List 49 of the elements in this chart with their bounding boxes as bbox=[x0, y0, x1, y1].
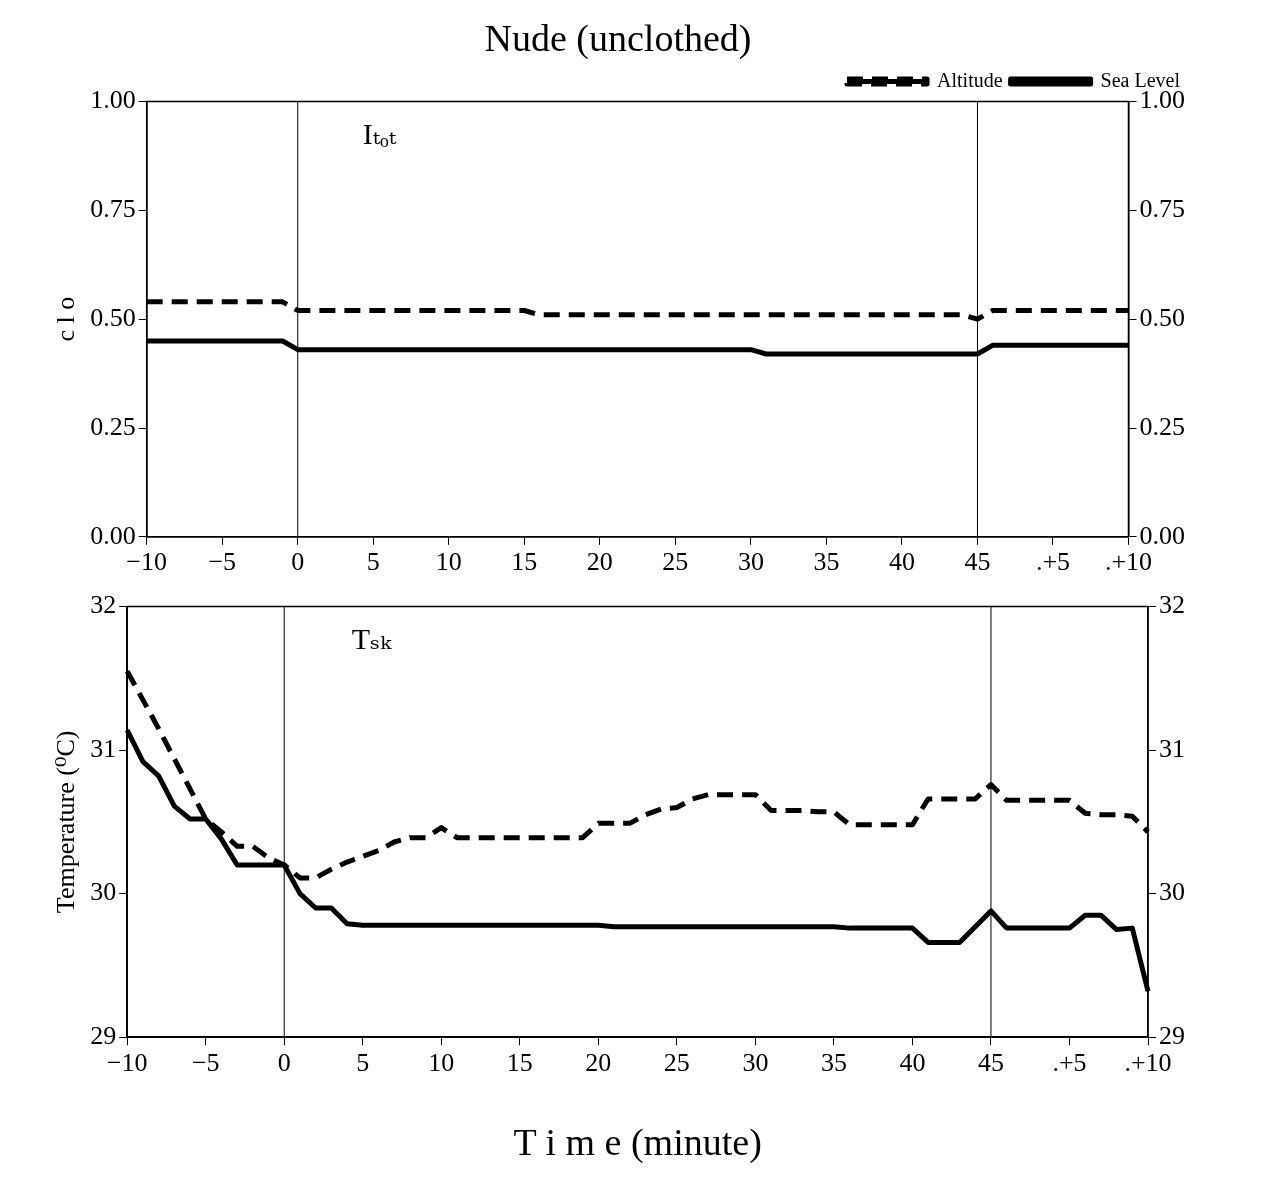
annotation: Iₜₒₜ bbox=[362, 117, 397, 151]
legend-label: Sea Level bbox=[1100, 68, 1181, 91]
x-tick-label: 25 bbox=[662, 547, 689, 577]
x-tick-label: 40 bbox=[899, 1047, 926, 1077]
x-axis-title: T i m e (minute) bbox=[513, 1121, 762, 1165]
x-tick-label: 45 bbox=[964, 547, 991, 577]
x-tick-label: 10 bbox=[428, 1047, 455, 1077]
x-tick-label: 0 bbox=[277, 1047, 291, 1077]
x-tick-label: −5 bbox=[191, 1047, 220, 1077]
y2-tick-label: 0.25 bbox=[1139, 411, 1185, 441]
y2-tick-label: 0.00 bbox=[1139, 520, 1185, 550]
annotation: Tₛₖ bbox=[351, 622, 393, 656]
y-tick-label: 31 bbox=[90, 733, 117, 763]
y-tick-label: 0.25 bbox=[90, 411, 136, 441]
legend-label: Altitude bbox=[937, 68, 1003, 91]
y-axis-title: Temperature (⁰C) bbox=[51, 730, 81, 914]
x-tick-label: 5 bbox=[356, 1047, 370, 1077]
x-tick-label: 30 bbox=[737, 547, 764, 577]
x-tick-label: −5 bbox=[208, 547, 237, 577]
y-tick-label: 0.00 bbox=[90, 520, 136, 550]
y-tick-label: 1.00 bbox=[90, 85, 136, 115]
x-tick-label: .+10 bbox=[1104, 547, 1153, 577]
x-tick-label: 5 bbox=[366, 547, 380, 577]
y2-tick-label: 30 bbox=[1159, 877, 1185, 907]
x-tick-label: 25 bbox=[663, 1047, 690, 1077]
x-tick-label: 20 bbox=[585, 1047, 612, 1077]
x-tick-label: 0 bbox=[291, 547, 305, 577]
x-tick-label: .+5 bbox=[1052, 1047, 1087, 1077]
y-axis-title: c l o bbox=[51, 296, 81, 342]
y-tick-label: 0.75 bbox=[90, 194, 136, 224]
x-tick-label: 15 bbox=[511, 547, 538, 577]
chart-title: Nude (unclothed) bbox=[484, 16, 752, 60]
x-tick-label: −10 bbox=[126, 547, 168, 577]
y-tick-label: 32 bbox=[90, 590, 117, 620]
y-tick-label: 0.50 bbox=[90, 303, 136, 333]
x-tick-label: 35 bbox=[813, 547, 840, 577]
x-tick-label: 40 bbox=[888, 547, 915, 577]
x-tick-label: 45 bbox=[977, 1047, 1004, 1077]
x-tick-label: 15 bbox=[506, 1047, 533, 1077]
y2-tick-label: 32 bbox=[1159, 590, 1185, 620]
y2-tick-label: 0.50 bbox=[1139, 303, 1185, 333]
x-tick-label: 10 bbox=[435, 547, 462, 577]
x-tick-label: 20 bbox=[586, 547, 613, 577]
x-tick-label: 30 bbox=[742, 1047, 769, 1077]
y-tick-label: 30 bbox=[90, 877, 117, 907]
x-tick-label: 35 bbox=[820, 1047, 847, 1077]
y2-tick-label: 31 bbox=[1159, 733, 1185, 763]
x-tick-label: .+5 bbox=[1035, 547, 1071, 577]
y2-tick-label: 0.75 bbox=[1139, 194, 1185, 224]
